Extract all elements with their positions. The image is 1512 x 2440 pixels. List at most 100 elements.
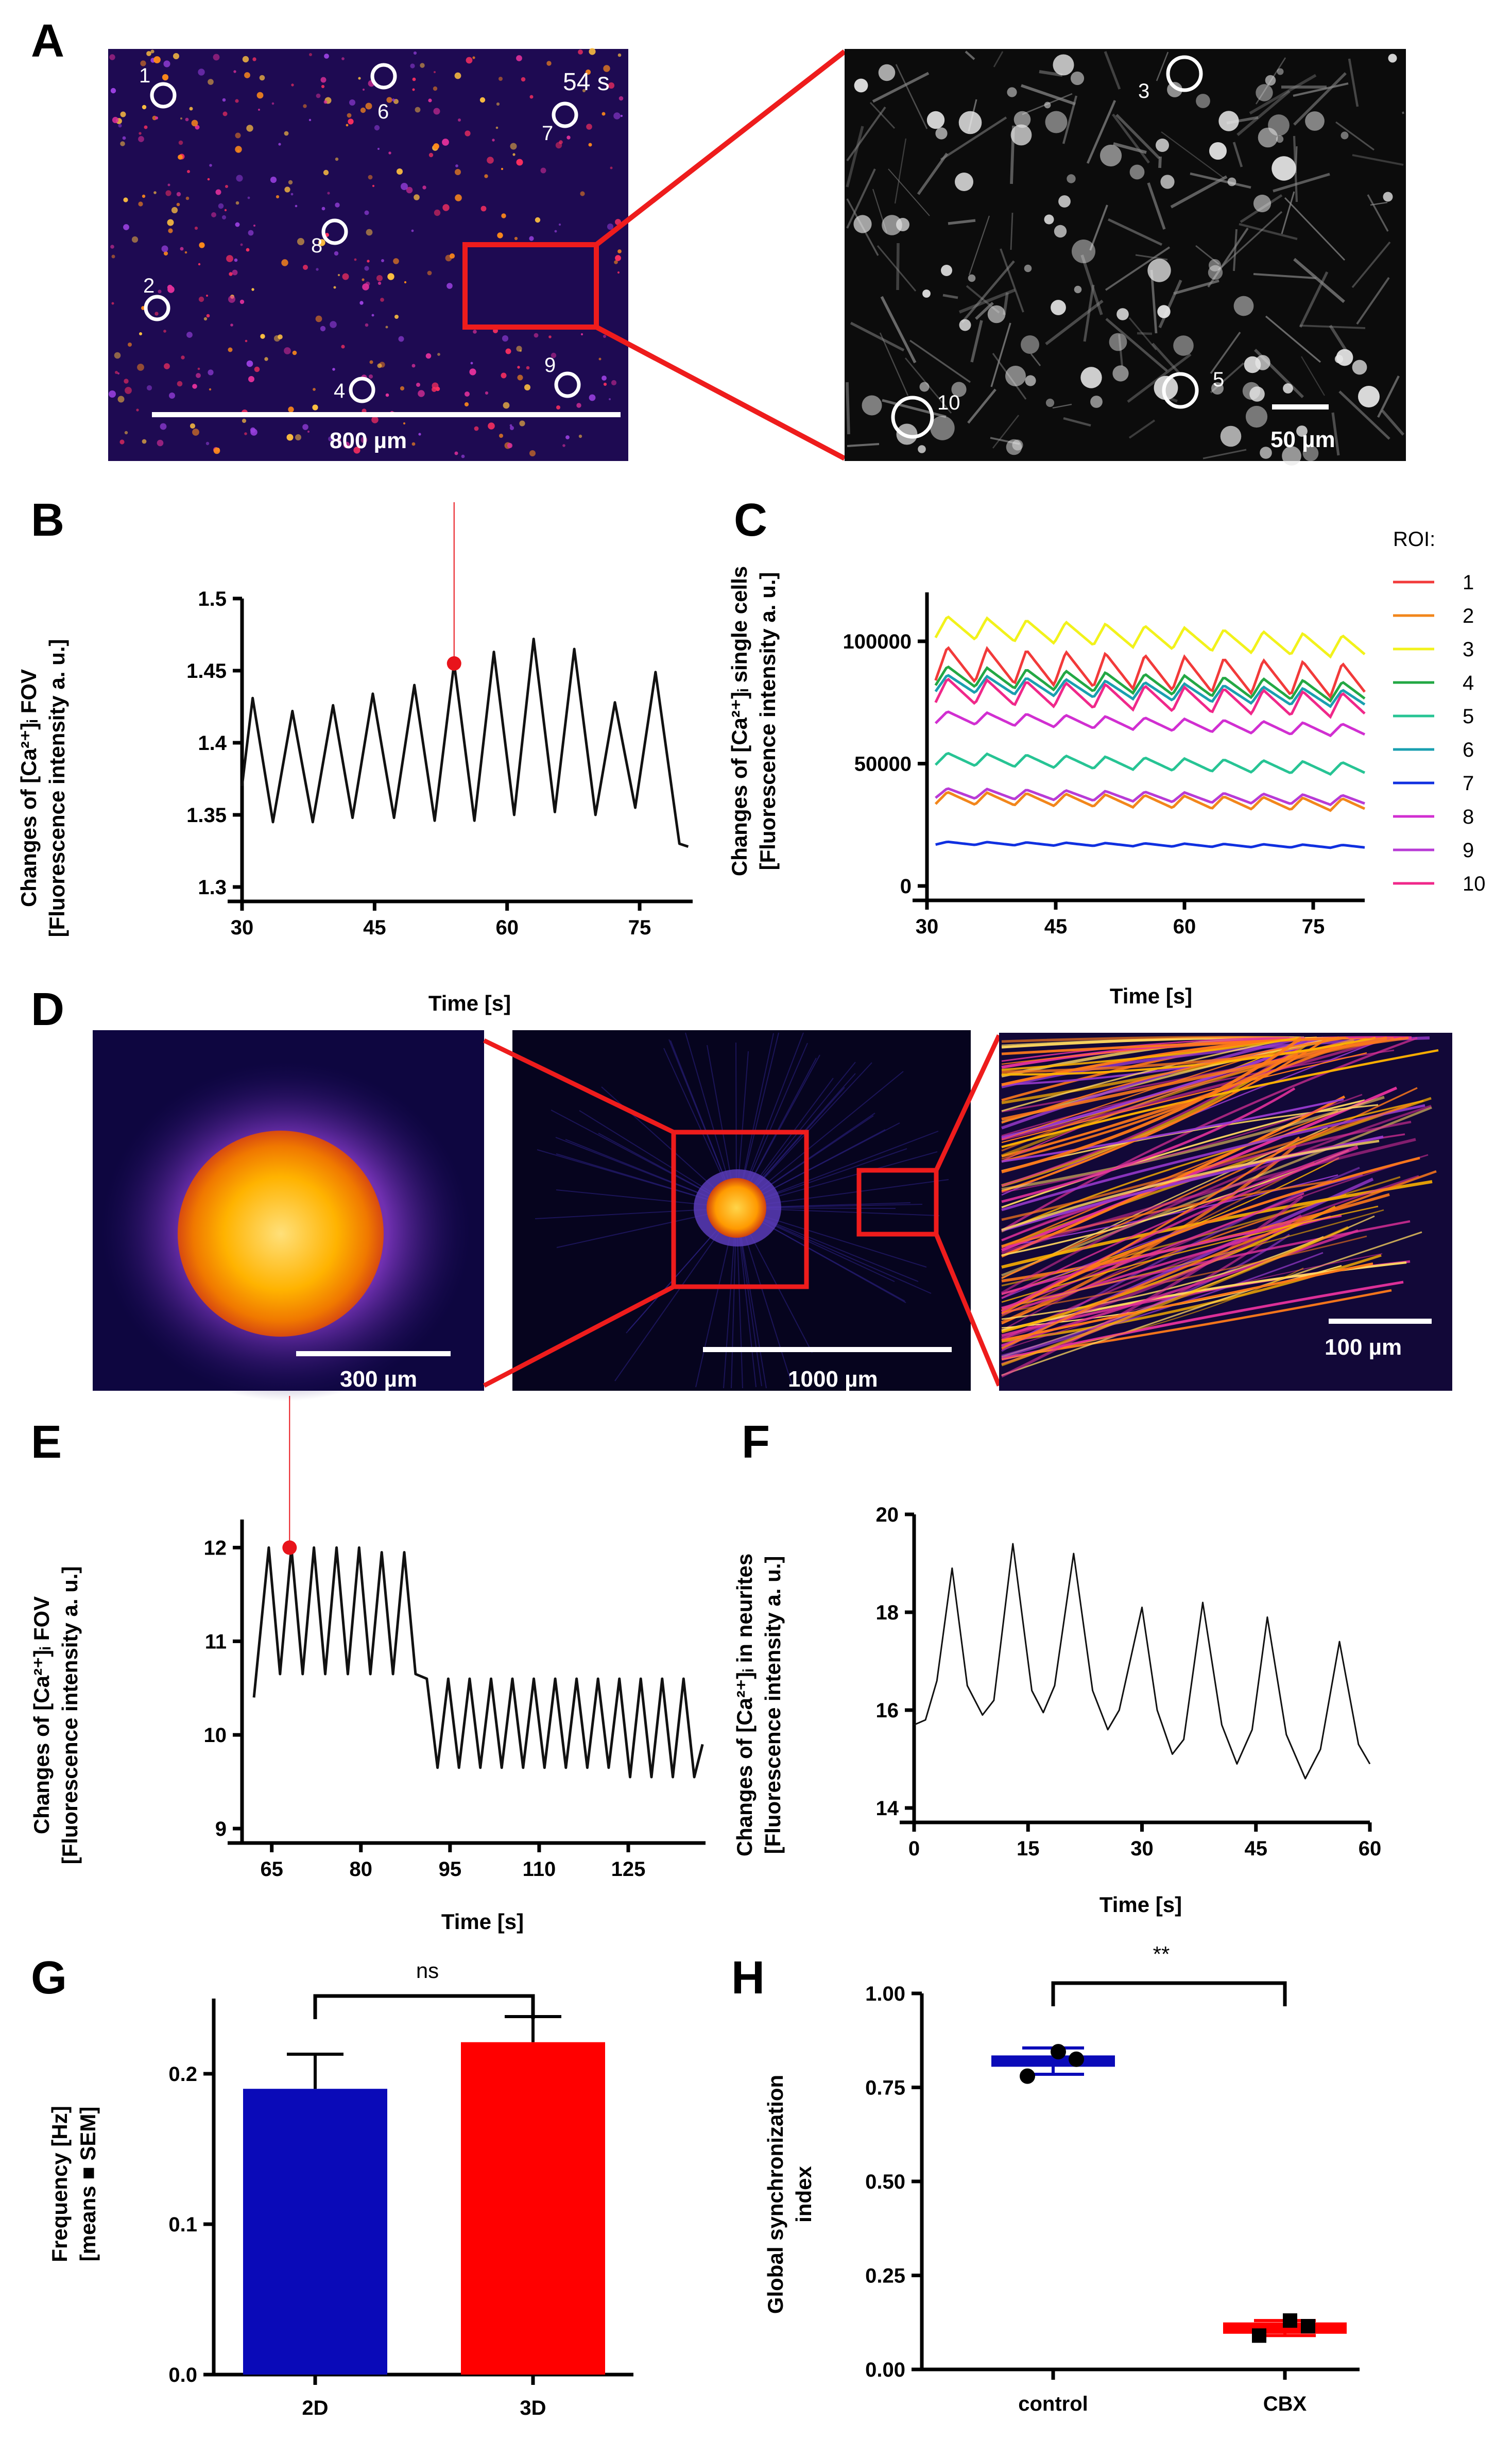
series-c-roi-4 bbox=[934, 665, 1366, 703]
cell-blob bbox=[918, 445, 926, 453]
speck bbox=[556, 405, 560, 409]
speck bbox=[437, 353, 440, 356]
speck bbox=[551, 352, 557, 359]
speck bbox=[354, 258, 357, 261]
speck bbox=[271, 102, 274, 105]
speck bbox=[234, 258, 238, 262]
roi-label-7: 7 bbox=[542, 122, 553, 145]
chart-b: 1.3 1.35 1.4 1.45 1.5 30 45 60 75 bbox=[186, 502, 693, 939]
speck bbox=[517, 366, 520, 369]
x-tick-label-B: 45 bbox=[363, 916, 386, 939]
speck bbox=[124, 379, 129, 384]
fiber bbox=[1030, 353, 1041, 366]
speck bbox=[125, 387, 132, 394]
legend-label-8: 8 bbox=[1463, 806, 1474, 828]
neurite bbox=[1001, 1110, 1338, 1249]
fiber bbox=[1293, 72, 1347, 126]
ylabel-b-1: Changes of [Ca²⁺]ᵢ FOV bbox=[16, 669, 41, 907]
cell-blob bbox=[1080, 367, 1102, 388]
speck bbox=[203, 317, 208, 321]
roi-circle-7 bbox=[552, 101, 578, 128]
speck bbox=[254, 366, 260, 372]
cell-blob bbox=[1245, 405, 1268, 428]
speck bbox=[260, 334, 265, 339]
speck bbox=[505, 348, 511, 354]
cell-blob bbox=[1209, 259, 1221, 271]
speck bbox=[364, 266, 369, 271]
speck bbox=[123, 224, 129, 230]
fiber bbox=[1273, 173, 1330, 193]
neurite bbox=[1001, 1052, 1367, 1144]
speck bbox=[303, 104, 307, 108]
speck bbox=[335, 202, 340, 208]
speck bbox=[480, 206, 487, 212]
speck bbox=[413, 51, 417, 55]
speck bbox=[230, 323, 233, 327]
cell-blob bbox=[1147, 259, 1171, 282]
speck bbox=[142, 105, 147, 110]
series-c-roi-7 bbox=[935, 840, 1365, 849]
ylabel-c-2: [Fluorescence intensity a. u.] bbox=[755, 572, 780, 871]
speck bbox=[377, 363, 382, 368]
neurite bbox=[1001, 1037, 1349, 1124]
speck bbox=[502, 335, 509, 342]
cell-blob bbox=[1249, 386, 1265, 402]
speck bbox=[163, 60, 170, 67]
x-tick-label-E: 125 bbox=[611, 1858, 646, 1881]
speck bbox=[367, 260, 370, 263]
speck bbox=[312, 404, 318, 411]
cell-blob bbox=[1283, 383, 1293, 394]
speck bbox=[603, 65, 610, 72]
scale-label-d-1: 300 µm bbox=[340, 1367, 417, 1392]
speck bbox=[360, 436, 368, 443]
speck bbox=[503, 402, 510, 409]
speck bbox=[392, 98, 395, 101]
speck bbox=[153, 56, 161, 63]
cell-blob bbox=[1072, 240, 1095, 263]
speck bbox=[338, 439, 341, 442]
speck bbox=[554, 230, 557, 233]
zoom-box-a bbox=[462, 242, 599, 330]
speck bbox=[276, 195, 280, 199]
fiber bbox=[846, 106, 886, 162]
speck bbox=[485, 391, 489, 395]
x-tick-label-F: 60 bbox=[1359, 1837, 1382, 1860]
fiber bbox=[1128, 419, 1156, 439]
speck bbox=[346, 124, 349, 127]
cell-blob bbox=[1129, 164, 1145, 180]
fiber bbox=[1335, 121, 1374, 151]
cell-blob bbox=[1258, 127, 1278, 148]
time-stamp-a: 54 s bbox=[563, 69, 610, 96]
fiber bbox=[1284, 197, 1346, 261]
cell-blob bbox=[1010, 124, 1032, 146]
legend-label-9: 9 bbox=[1463, 839, 1474, 862]
roi-label-6: 6 bbox=[377, 100, 389, 123]
cell-blob bbox=[1173, 335, 1194, 356]
fiber bbox=[1195, 245, 1219, 265]
speck bbox=[131, 236, 139, 243]
roi-circle-2 bbox=[144, 295, 170, 321]
fiber bbox=[1293, 82, 1349, 97]
speck bbox=[466, 57, 473, 64]
fiber bbox=[1105, 318, 1168, 372]
speck bbox=[420, 63, 425, 68]
speck bbox=[191, 120, 198, 127]
cell-blob bbox=[1211, 382, 1224, 395]
neurite bbox=[1001, 1087, 1296, 1203]
legend-label-3: 3 bbox=[1463, 638, 1474, 661]
speck bbox=[385, 393, 389, 397]
speck bbox=[295, 204, 298, 208]
cell-blob bbox=[1116, 308, 1129, 320]
speck bbox=[411, 229, 414, 232]
speck bbox=[510, 143, 517, 150]
fiber bbox=[1128, 317, 1157, 350]
speck bbox=[205, 441, 210, 446]
cell-blob bbox=[941, 265, 952, 276]
speck bbox=[124, 431, 128, 435]
speck bbox=[199, 242, 205, 248]
series-c-roi-2 bbox=[934, 791, 1366, 812]
speck bbox=[517, 374, 523, 381]
a-left-texture bbox=[109, 48, 624, 458]
cell-blob bbox=[1053, 54, 1074, 76]
fiber bbox=[1299, 325, 1366, 329]
